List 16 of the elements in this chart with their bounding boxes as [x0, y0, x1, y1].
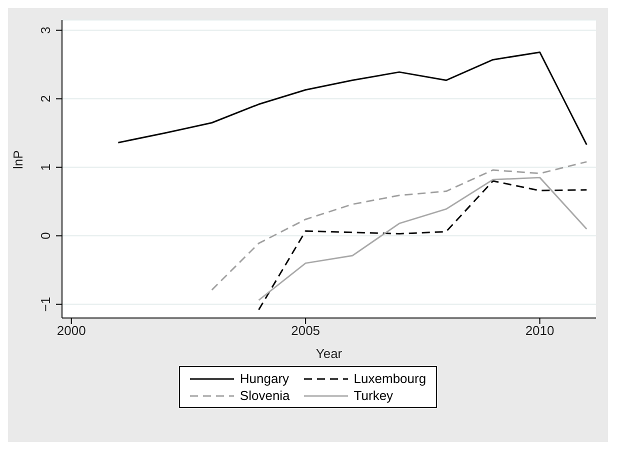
legend-label: Luxembourg	[354, 371, 426, 386]
y-tick-label: 1	[38, 164, 53, 171]
legend-label: Turkey	[354, 388, 394, 403]
y-tick-label: 3	[38, 26, 53, 34]
y-axis-title: lnP	[10, 150, 26, 169]
x-axis-title: Year	[316, 346, 343, 361]
line-series	[211, 161, 588, 291]
x-tick-label: 2010	[525, 323, 554, 338]
legend-label: Hungary	[240, 371, 290, 386]
legend-label: Slovenia	[240, 388, 290, 403]
x-tick-label: 2005	[291, 323, 320, 338]
line-series	[117, 51, 588, 146]
y-tick-label: 2	[38, 95, 53, 102]
y-tick-label: −1	[38, 296, 53, 312]
y-tick-label: 0	[38, 232, 53, 240]
x-tick-label: 2000	[56, 323, 86, 338]
